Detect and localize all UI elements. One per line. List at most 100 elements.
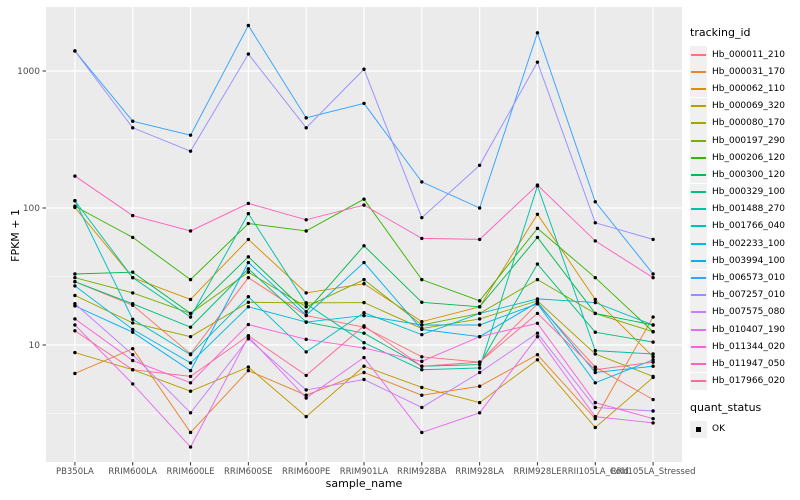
data-point: [477, 370, 482, 375]
legend-item: Hb_000069_320: [690, 97, 800, 115]
data-point: [131, 213, 135, 218]
legend-item-label: Hb_000011_210: [712, 49, 786, 60]
data-point: [535, 183, 540, 187]
legend-item: Hb_000011_210: [690, 46, 800, 64]
data-point: [246, 368, 251, 373]
data-point: [73, 49, 77, 53]
data-point: [535, 331, 540, 335]
data-point: [535, 235, 540, 240]
data-point: [304, 310, 308, 314]
data-point: [477, 323, 482, 327]
legend-line-swatch: [691, 191, 706, 194]
data-point: [131, 270, 135, 274]
legend-item: Hb_001766_040: [690, 217, 800, 235]
legend-item-label: Hb_010407_190: [712, 324, 786, 335]
legend-line-swatch: [691, 294, 706, 297]
data-point: [304, 305, 308, 309]
data-point: [477, 163, 482, 167]
data-point: [477, 237, 482, 242]
data-point: [420, 430, 424, 435]
data-point: [477, 317, 482, 321]
legend-key: [690, 97, 707, 115]
x-tick-label: RRIM928LE: [513, 467, 561, 477]
legend-key: [690, 149, 707, 167]
data-point: [420, 385, 424, 390]
data-point: [304, 396, 308, 400]
data-point: [73, 323, 77, 327]
data-point: [304, 320, 308, 324]
data-point: [188, 381, 193, 385]
legend-line-swatch: [691, 311, 706, 314]
data-point: [188, 325, 193, 329]
legend-key: [690, 46, 707, 64]
y-tick-label: 1000: [17, 67, 40, 77]
data-point: [477, 305, 482, 309]
data-point: [362, 331, 366, 335]
data-point: [73, 275, 77, 280]
x-tick-label: RRIM600LA: [108, 467, 157, 477]
x-tick-label: RRII105LA_Cold: [562, 467, 629, 477]
data-point: [477, 206, 482, 210]
data-point: [477, 384, 482, 388]
ok-point-swatch: [696, 426, 701, 432]
data-point: [535, 262, 540, 266]
x-tick-label: PB350LA: [56, 467, 94, 477]
x-tick-label: RRII105LA_Stressed: [611, 467, 696, 477]
data-point: [477, 311, 482, 316]
legend-key-ok: [690, 420, 707, 438]
data-point: [535, 300, 540, 304]
data-point: [477, 334, 482, 339]
data-point: [304, 414, 308, 419]
data-point: [304, 313, 308, 317]
data-point: [246, 255, 251, 259]
legend-item-label: Hb_002233_100: [712, 238, 786, 249]
legend-item: Hb_000300_120: [690, 166, 800, 184]
data-point: [131, 330, 135, 334]
legend-key: [690, 235, 707, 253]
legend-item: Hb_000206_120: [690, 149, 800, 167]
legend-item-label: OK: [712, 424, 725, 435]
legend-line-swatch: [691, 242, 706, 245]
legend-line-swatch: [691, 380, 706, 383]
data-point: [651, 358, 655, 362]
data-point: [593, 239, 597, 243]
data-point: [73, 350, 77, 355]
data-point: [651, 360, 655, 364]
legend-line-swatch: [691, 345, 706, 348]
legend-item: Hb_000031_170: [690, 63, 800, 81]
data-point: [651, 275, 655, 280]
data-point: [73, 293, 77, 298]
legend-key: [690, 217, 707, 235]
y-axis-title-wrap: FPKM + 1: [6, 0, 24, 470]
data-point: [131, 235, 135, 240]
data-point: [73, 204, 77, 208]
legend-key: [690, 286, 707, 304]
data-point: [420, 236, 424, 241]
legend-item: Hb_010407_190: [690, 321, 800, 339]
legend-item-label: Hb_001766_040: [712, 221, 786, 232]
data-point: [593, 414, 597, 419]
data-point: [304, 350, 308, 354]
data-point: [362, 370, 366, 375]
legend-line-swatch: [691, 87, 706, 90]
data-point: [651, 416, 655, 421]
data-point: [131, 358, 135, 363]
data-point: [188, 149, 193, 153]
data-point: [246, 333, 251, 338]
data-point: [535, 321, 540, 326]
legend-item: Hb_000080_170: [690, 114, 800, 132]
data-point: [131, 382, 135, 386]
data-point: [362, 355, 366, 360]
data-point: [420, 300, 424, 304]
data-point: [362, 101, 366, 106]
data-point: [593, 405, 597, 410]
data-point: [304, 218, 308, 222]
data-point: [131, 302, 135, 306]
legend-item: Hb_000062_110: [690, 80, 800, 98]
data-point: [420, 319, 424, 324]
legend-line-swatch: [691, 362, 706, 365]
data-point: [304, 302, 308, 306]
data-point: [477, 362, 482, 367]
legend-item-label: Hb_006573_010: [712, 273, 786, 284]
data-point: [420, 405, 424, 410]
